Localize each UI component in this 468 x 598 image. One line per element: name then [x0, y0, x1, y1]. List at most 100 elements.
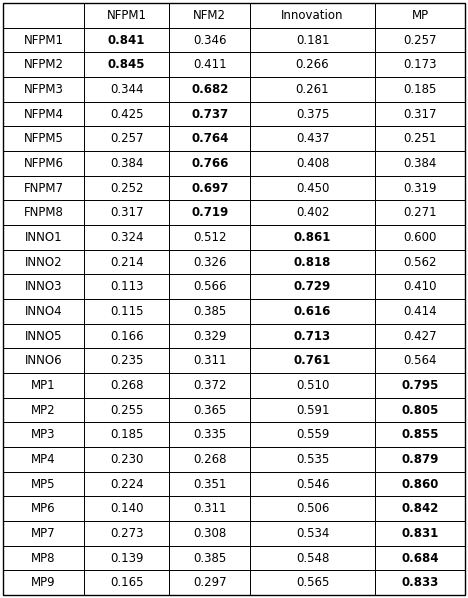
Text: 0.566: 0.566 — [193, 280, 227, 293]
Bar — [375, 545, 465, 570]
Text: 0.512: 0.512 — [193, 231, 227, 244]
Bar — [3, 299, 84, 324]
Text: NFPM1: NFPM1 — [107, 9, 146, 22]
Bar — [84, 3, 169, 28]
Bar — [169, 299, 250, 324]
Text: 0.384: 0.384 — [403, 157, 437, 170]
Text: 0.831: 0.831 — [402, 527, 439, 540]
Bar — [84, 299, 169, 324]
Bar — [375, 77, 465, 102]
Bar — [84, 274, 169, 299]
Bar — [3, 250, 84, 274]
Text: NFPM6: NFPM6 — [23, 157, 64, 170]
Bar — [375, 250, 465, 274]
Bar — [84, 200, 169, 225]
Bar — [84, 53, 169, 77]
Bar — [375, 299, 465, 324]
Text: 0.257: 0.257 — [110, 132, 143, 145]
Bar — [375, 496, 465, 521]
Bar — [169, 126, 250, 151]
Text: 0.414: 0.414 — [403, 305, 437, 318]
Text: 0.546: 0.546 — [296, 477, 329, 490]
Bar — [250, 200, 375, 225]
Bar — [169, 274, 250, 299]
Bar — [84, 151, 169, 176]
Bar — [169, 496, 250, 521]
Bar — [3, 53, 84, 77]
Bar — [250, 545, 375, 570]
Text: 0.860: 0.860 — [401, 477, 439, 490]
Text: 0.795: 0.795 — [401, 379, 439, 392]
Text: 0.564: 0.564 — [403, 354, 437, 367]
Bar — [169, 324, 250, 348]
Bar — [169, 545, 250, 570]
Text: NFPM2: NFPM2 — [23, 58, 64, 71]
Bar — [84, 398, 169, 422]
Bar — [84, 496, 169, 521]
Bar — [3, 77, 84, 102]
Bar — [3, 398, 84, 422]
Bar — [250, 151, 375, 176]
Text: 0.351: 0.351 — [193, 477, 227, 490]
Bar — [3, 151, 84, 176]
Bar — [3, 348, 84, 373]
Bar — [169, 176, 250, 200]
Text: 0.214: 0.214 — [110, 255, 143, 269]
Text: 0.845: 0.845 — [108, 58, 146, 71]
Text: 0.402: 0.402 — [296, 206, 329, 219]
Bar — [250, 274, 375, 299]
Bar — [375, 422, 465, 447]
Bar — [169, 373, 250, 398]
Text: 0.230: 0.230 — [110, 453, 143, 466]
Text: NFPM4: NFPM4 — [23, 108, 64, 121]
Bar — [169, 570, 250, 595]
Bar — [375, 102, 465, 126]
Bar — [169, 521, 250, 545]
Text: 0.761: 0.761 — [294, 354, 331, 367]
Text: 0.384: 0.384 — [110, 157, 143, 170]
Text: 0.879: 0.879 — [401, 453, 439, 466]
Text: 0.408: 0.408 — [296, 157, 329, 170]
Text: 0.266: 0.266 — [296, 58, 329, 71]
Bar — [3, 447, 84, 472]
Bar — [375, 348, 465, 373]
Bar — [169, 200, 250, 225]
Bar — [250, 102, 375, 126]
Bar — [169, 28, 250, 53]
Text: INNO2: INNO2 — [25, 255, 62, 269]
Text: MP7: MP7 — [31, 527, 56, 540]
Bar — [169, 348, 250, 373]
Text: MP5: MP5 — [31, 477, 56, 490]
Text: 0.565: 0.565 — [296, 576, 329, 589]
Bar — [169, 3, 250, 28]
Text: 0.185: 0.185 — [110, 428, 143, 441]
Text: 0.166: 0.166 — [110, 329, 143, 343]
Bar — [169, 77, 250, 102]
Text: MP9: MP9 — [31, 576, 56, 589]
Text: 0.173: 0.173 — [403, 58, 437, 71]
Bar — [250, 3, 375, 28]
Bar — [84, 521, 169, 545]
Text: 0.737: 0.737 — [191, 108, 228, 121]
Text: 0.115: 0.115 — [110, 305, 143, 318]
Bar — [250, 324, 375, 348]
Text: 0.548: 0.548 — [296, 551, 329, 565]
Text: FNPM8: FNPM8 — [23, 206, 63, 219]
Bar — [84, 570, 169, 595]
Text: 0.326: 0.326 — [193, 255, 227, 269]
Bar — [3, 200, 84, 225]
Text: 0.450: 0.450 — [296, 182, 329, 194]
Text: 0.261: 0.261 — [296, 83, 329, 96]
Bar — [3, 496, 84, 521]
Text: 0.165: 0.165 — [110, 576, 143, 589]
Bar — [3, 373, 84, 398]
Bar — [84, 77, 169, 102]
Bar — [84, 28, 169, 53]
Text: 0.684: 0.684 — [401, 551, 439, 565]
Bar — [3, 521, 84, 545]
Bar — [84, 348, 169, 373]
Text: 0.372: 0.372 — [193, 379, 227, 392]
Text: 0.855: 0.855 — [401, 428, 439, 441]
Bar — [250, 250, 375, 274]
Bar — [3, 225, 84, 250]
